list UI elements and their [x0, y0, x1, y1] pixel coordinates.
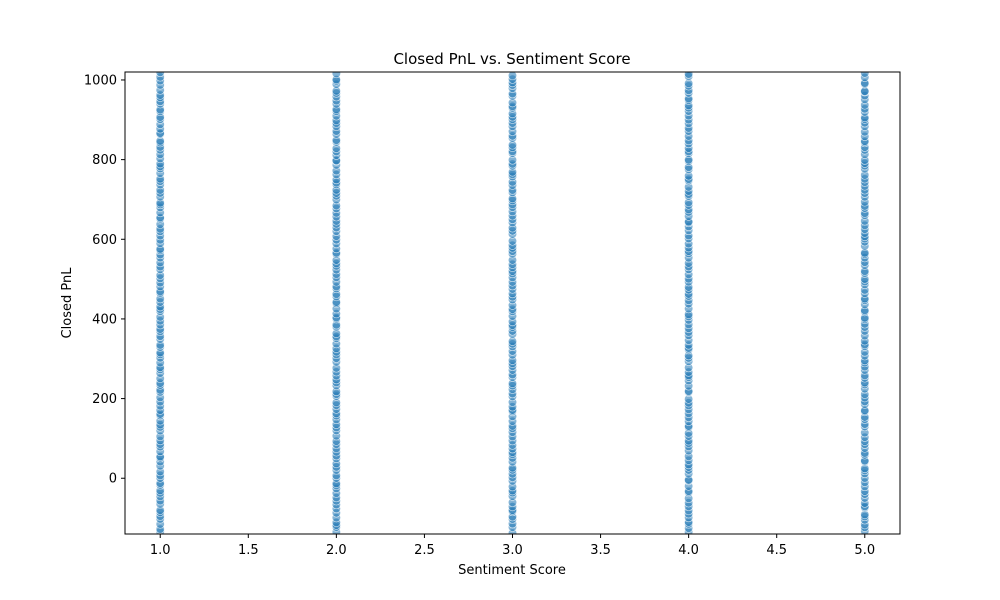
x-tick-label: 1.5 [238, 543, 259, 558]
y-tick-label: 400 [92, 312, 117, 327]
x-axis-label: Sentiment Score [458, 563, 566, 578]
x-tick-label: 4.0 [678, 543, 699, 558]
y-tick-label: 600 [92, 233, 117, 248]
y-tick-label: 200 [92, 392, 117, 407]
scatter-point [860, 72, 870, 78]
scatter-point [684, 72, 694, 79]
y-tick-label: 0 [109, 472, 117, 487]
x-tick-label: 3.0 [502, 543, 523, 558]
scatter-point [331, 72, 341, 79]
x-tick-label: 2.0 [326, 543, 347, 558]
points-layer [155, 72, 870, 534]
x-tick-label: 5.0 [854, 543, 875, 558]
y-tick-label: 800 [92, 153, 117, 168]
y-axis: 0 200 400 600 800 1000 [84, 73, 125, 487]
x-axis: 1.0 1.5 2.0 2.5 3.0 3.5 4.0 4.5 5.0 [150, 534, 875, 558]
scatter-point [508, 72, 517, 81]
x-tick-label: 4.5 [766, 543, 787, 558]
y-axis-label: Closed PnL [60, 267, 75, 339]
y-tick-label: 1000 [84, 73, 117, 88]
x-tick-label: 2.5 [414, 543, 435, 558]
chart-title: Closed PnL vs. Sentiment Score [393, 50, 630, 68]
x-tick-label: 3.5 [590, 543, 611, 558]
x-tick-label: 1.0 [150, 543, 171, 558]
